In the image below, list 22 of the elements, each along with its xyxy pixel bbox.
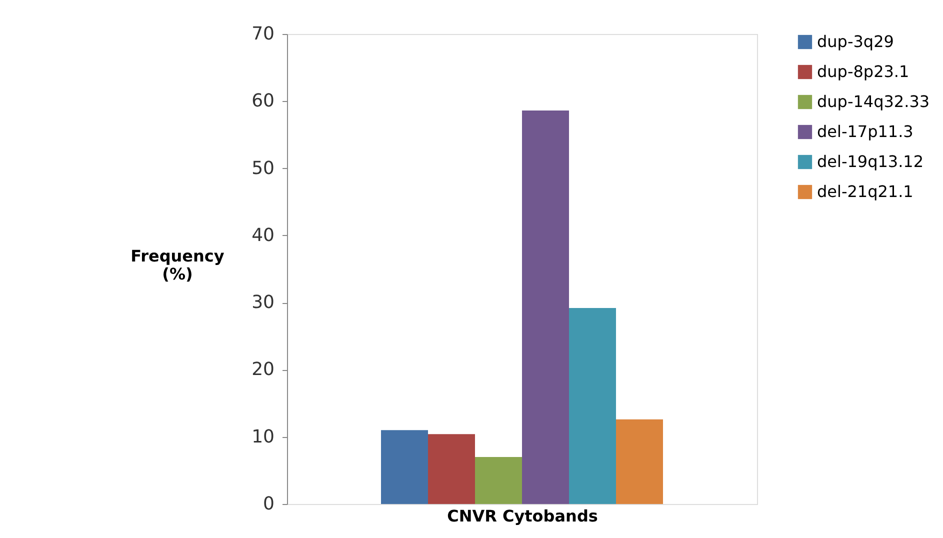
legend-label: del-19q13.12 <box>817 152 924 171</box>
x-axis-title: CNVR Cytobands <box>447 506 598 526</box>
legend-label: del-21q21.1 <box>817 182 914 201</box>
legend-label: dup-3q29 <box>817 32 894 51</box>
y-tick-label: 70 <box>252 24 274 44</box>
bar <box>428 434 475 504</box>
bar <box>475 457 522 504</box>
y-tick-label: 10 <box>252 426 274 448</box>
legend-label: dup-8p23.1 <box>817 62 910 81</box>
bar <box>381 430 428 504</box>
y-tick-label: 20 <box>252 359 274 380</box>
legend-label: dup-14q32.33 <box>817 92 930 111</box>
bar <box>522 110 569 504</box>
y-tick-label: 30 <box>252 292 274 314</box>
bar <box>616 419 663 504</box>
bar <box>569 308 616 504</box>
y-tick-label: 50 <box>252 158 274 179</box>
y-tick-label: 60 <box>252 90 274 112</box>
y-axis-title: Frequency (%) <box>130 246 225 284</box>
y-tick-label: 0 <box>263 494 274 514</box>
y-tick-label: 40 <box>252 224 274 246</box>
legend-label: del-17p11.3 <box>817 122 914 141</box>
